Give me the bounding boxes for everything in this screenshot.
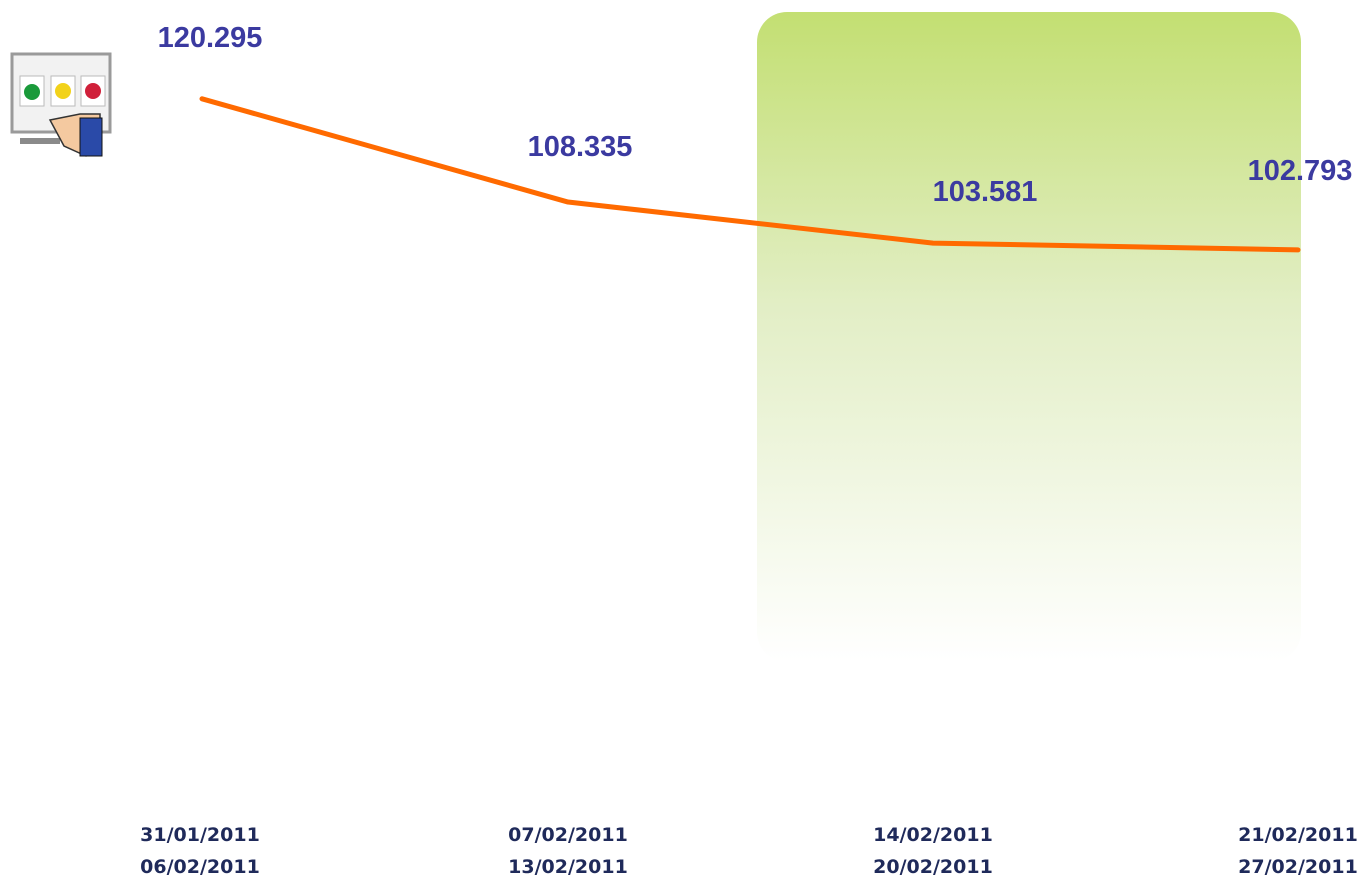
x-tick-label: 31/01/2011 [140,824,260,846]
data-label: 108.335 [528,131,633,163]
x-tick-label: 06/02/2011 [140,856,260,878]
x-tick-label: 13/02/2011 [508,856,628,878]
monitor-icon [10,52,112,157]
highlight-band [757,12,1301,662]
data-label: 120.295 [158,22,263,54]
data-label: 103.581 [933,176,1038,208]
x-tick-label: 14/02/2011 [873,824,993,846]
data-line [199,96,1301,253]
x-tick-label: 27/02/2011 [1238,856,1358,878]
x-tick-label: 07/02/2011 [508,824,628,846]
x-tick-label: 20/02/2011 [873,856,993,878]
x-tick-label: 21/02/2011 [1238,824,1358,846]
data-label: 102.793 [1248,155,1353,187]
